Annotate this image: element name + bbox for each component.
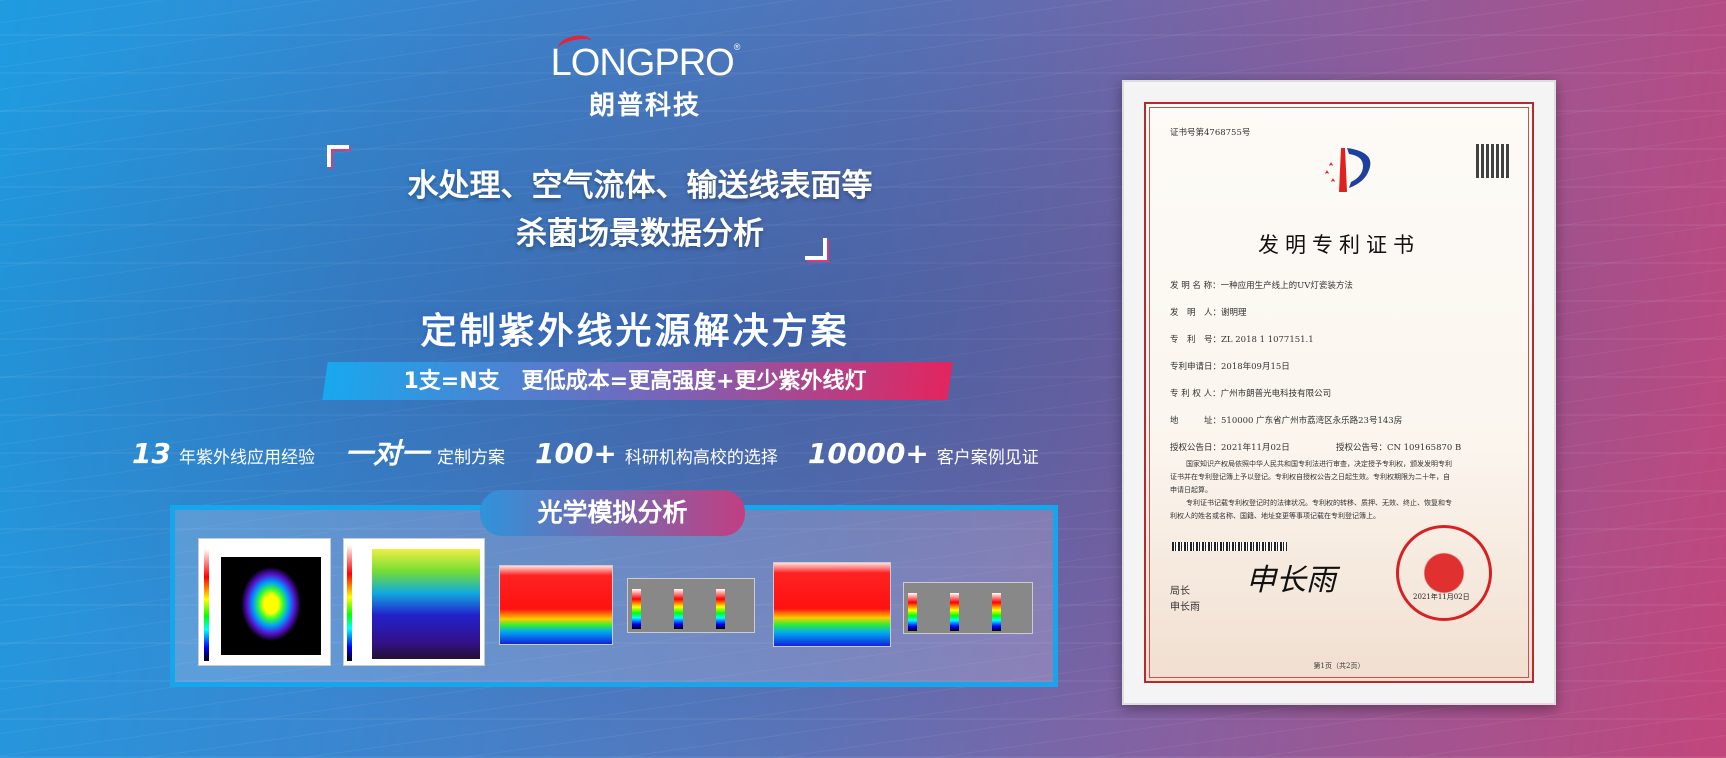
optical-simulation-panel (170, 505, 1058, 687)
certificate-body: 专利证书记载专利权登记时的法律状况。专利权的转移、质押、无效、终止、恢复和专 (1186, 499, 1452, 507)
stat-label: 客户案例见证 (936, 448, 1039, 468)
solution-title: 定制紫外线光源解决方案 (420, 311, 850, 352)
seal-date: 2021年11月02日 (1413, 593, 1470, 601)
certificate-body: 申请日起算。 (1170, 486, 1212, 494)
director-title: 局长 (1170, 586, 1190, 597)
stat-value: 13 (132, 437, 171, 470)
certificate-page: 第1页（共2页） (1313, 662, 1365, 670)
stat-value: 10000+ (807, 437, 929, 470)
grant-number: 授权公告号：CN 109165870 B (1336, 443, 1462, 453)
qr-code-icon (1476, 144, 1510, 178)
registered-mark: ® (733, 42, 741, 52)
optical-simulation-tab: 光学模拟分析 (480, 490, 745, 536)
official-seal-icon: 2021年11月02日 (1396, 525, 1492, 621)
certificate-body: 证书并在专利登记簿上予以登记。专利权自授权公告之日起生效。专利权期限为二十年，自 (1170, 473, 1450, 481)
director-name: 申长雨 (1170, 602, 1200, 613)
simulation-image-colorscale-2 (903, 582, 1033, 634)
stat-label: 年紫外线应用经验 (178, 448, 315, 468)
certificate-body: 国家知识产权局依照中华人民共和国专利法进行审查，决定授予专利权，颁发发明专利 (1186, 460, 1452, 468)
certificate-field: 专利申请日：2018年09月15日 (1170, 362, 1290, 372)
simulation-image-heatmap-1 (499, 565, 613, 645)
certificate-number: 证书号第4768755号 (1170, 128, 1251, 138)
open-bracket-decoration (327, 145, 349, 167)
certificate-body: 利权人的姓名或名称、国籍、地址变更等事项记载在专利登记簿上。 (1170, 512, 1380, 520)
stat-label: 科研机构高校的选择 (624, 448, 778, 468)
logo-text-cn: 朗普科技 (588, 91, 701, 121)
cnipa-emblem-icon (1325, 148, 1371, 192)
close-bracket-decoration (805, 238, 827, 260)
simulation-image-irradiance-spot (198, 538, 331, 666)
certificate-field: 专 利 号：ZL 2018 1 1077151.1 (1170, 335, 1314, 345)
patent-certificate: 证书号第4768755号 发明专利证书 发 明 名 称：一种应用生产线上的UV灯… (1144, 102, 1534, 683)
solution-subtitle: 1支=N支 更低成本=更高强度+更少紫外线灯 (403, 369, 867, 394)
stat-value: 一对一 (344, 437, 429, 470)
simulation-image-colorscale-1 (627, 578, 755, 633)
headline-line2: 杀菌场景数据分析 (516, 216, 764, 252)
certificate-title: 发明专利证书 (1258, 233, 1420, 257)
certificate-field: 发 明 名 称：一种应用生产线上的UV灯瓷装方法 (1170, 281, 1353, 291)
signature: 申长雨 (1246, 563, 1336, 598)
logo-text-en: LONGPRO (550, 42, 735, 84)
stat-value: 100+ (534, 437, 617, 470)
certificate-field: 发 明 人：谢明理 (1170, 308, 1247, 318)
grant-date: 授权公告日：2021年11月02日 (1170, 443, 1290, 453)
certificate-field: 地 址：510000 广东省广州市荔湾区永乐路23号143房 (1170, 416, 1403, 426)
simulation-image-heatmap-2 (773, 562, 891, 647)
certificate-field: 专 利 权 人：广州市朗普光电科技有限公司 (1170, 389, 1332, 399)
simulation-image-irradiance-map (343, 538, 485, 666)
headline-line1: 水处理、空气流体、输送线表面等 (407, 168, 873, 204)
stat-label: 定制方案 (436, 448, 505, 468)
brand-logo: LONGPRO® 朗普科技 (540, 42, 750, 122)
patent-certificate-frame: 证书号第4768755号 发明专利证书 发 明 名 称：一种应用生产线上的UV灯… (1122, 80, 1556, 705)
stats-row: 13 年紫外线应用经验 一对一 定制方案 100+ 科研机构高校的选择 10000+ 客… (132, 432, 1039, 472)
barcode-icon (1172, 542, 1287, 551)
